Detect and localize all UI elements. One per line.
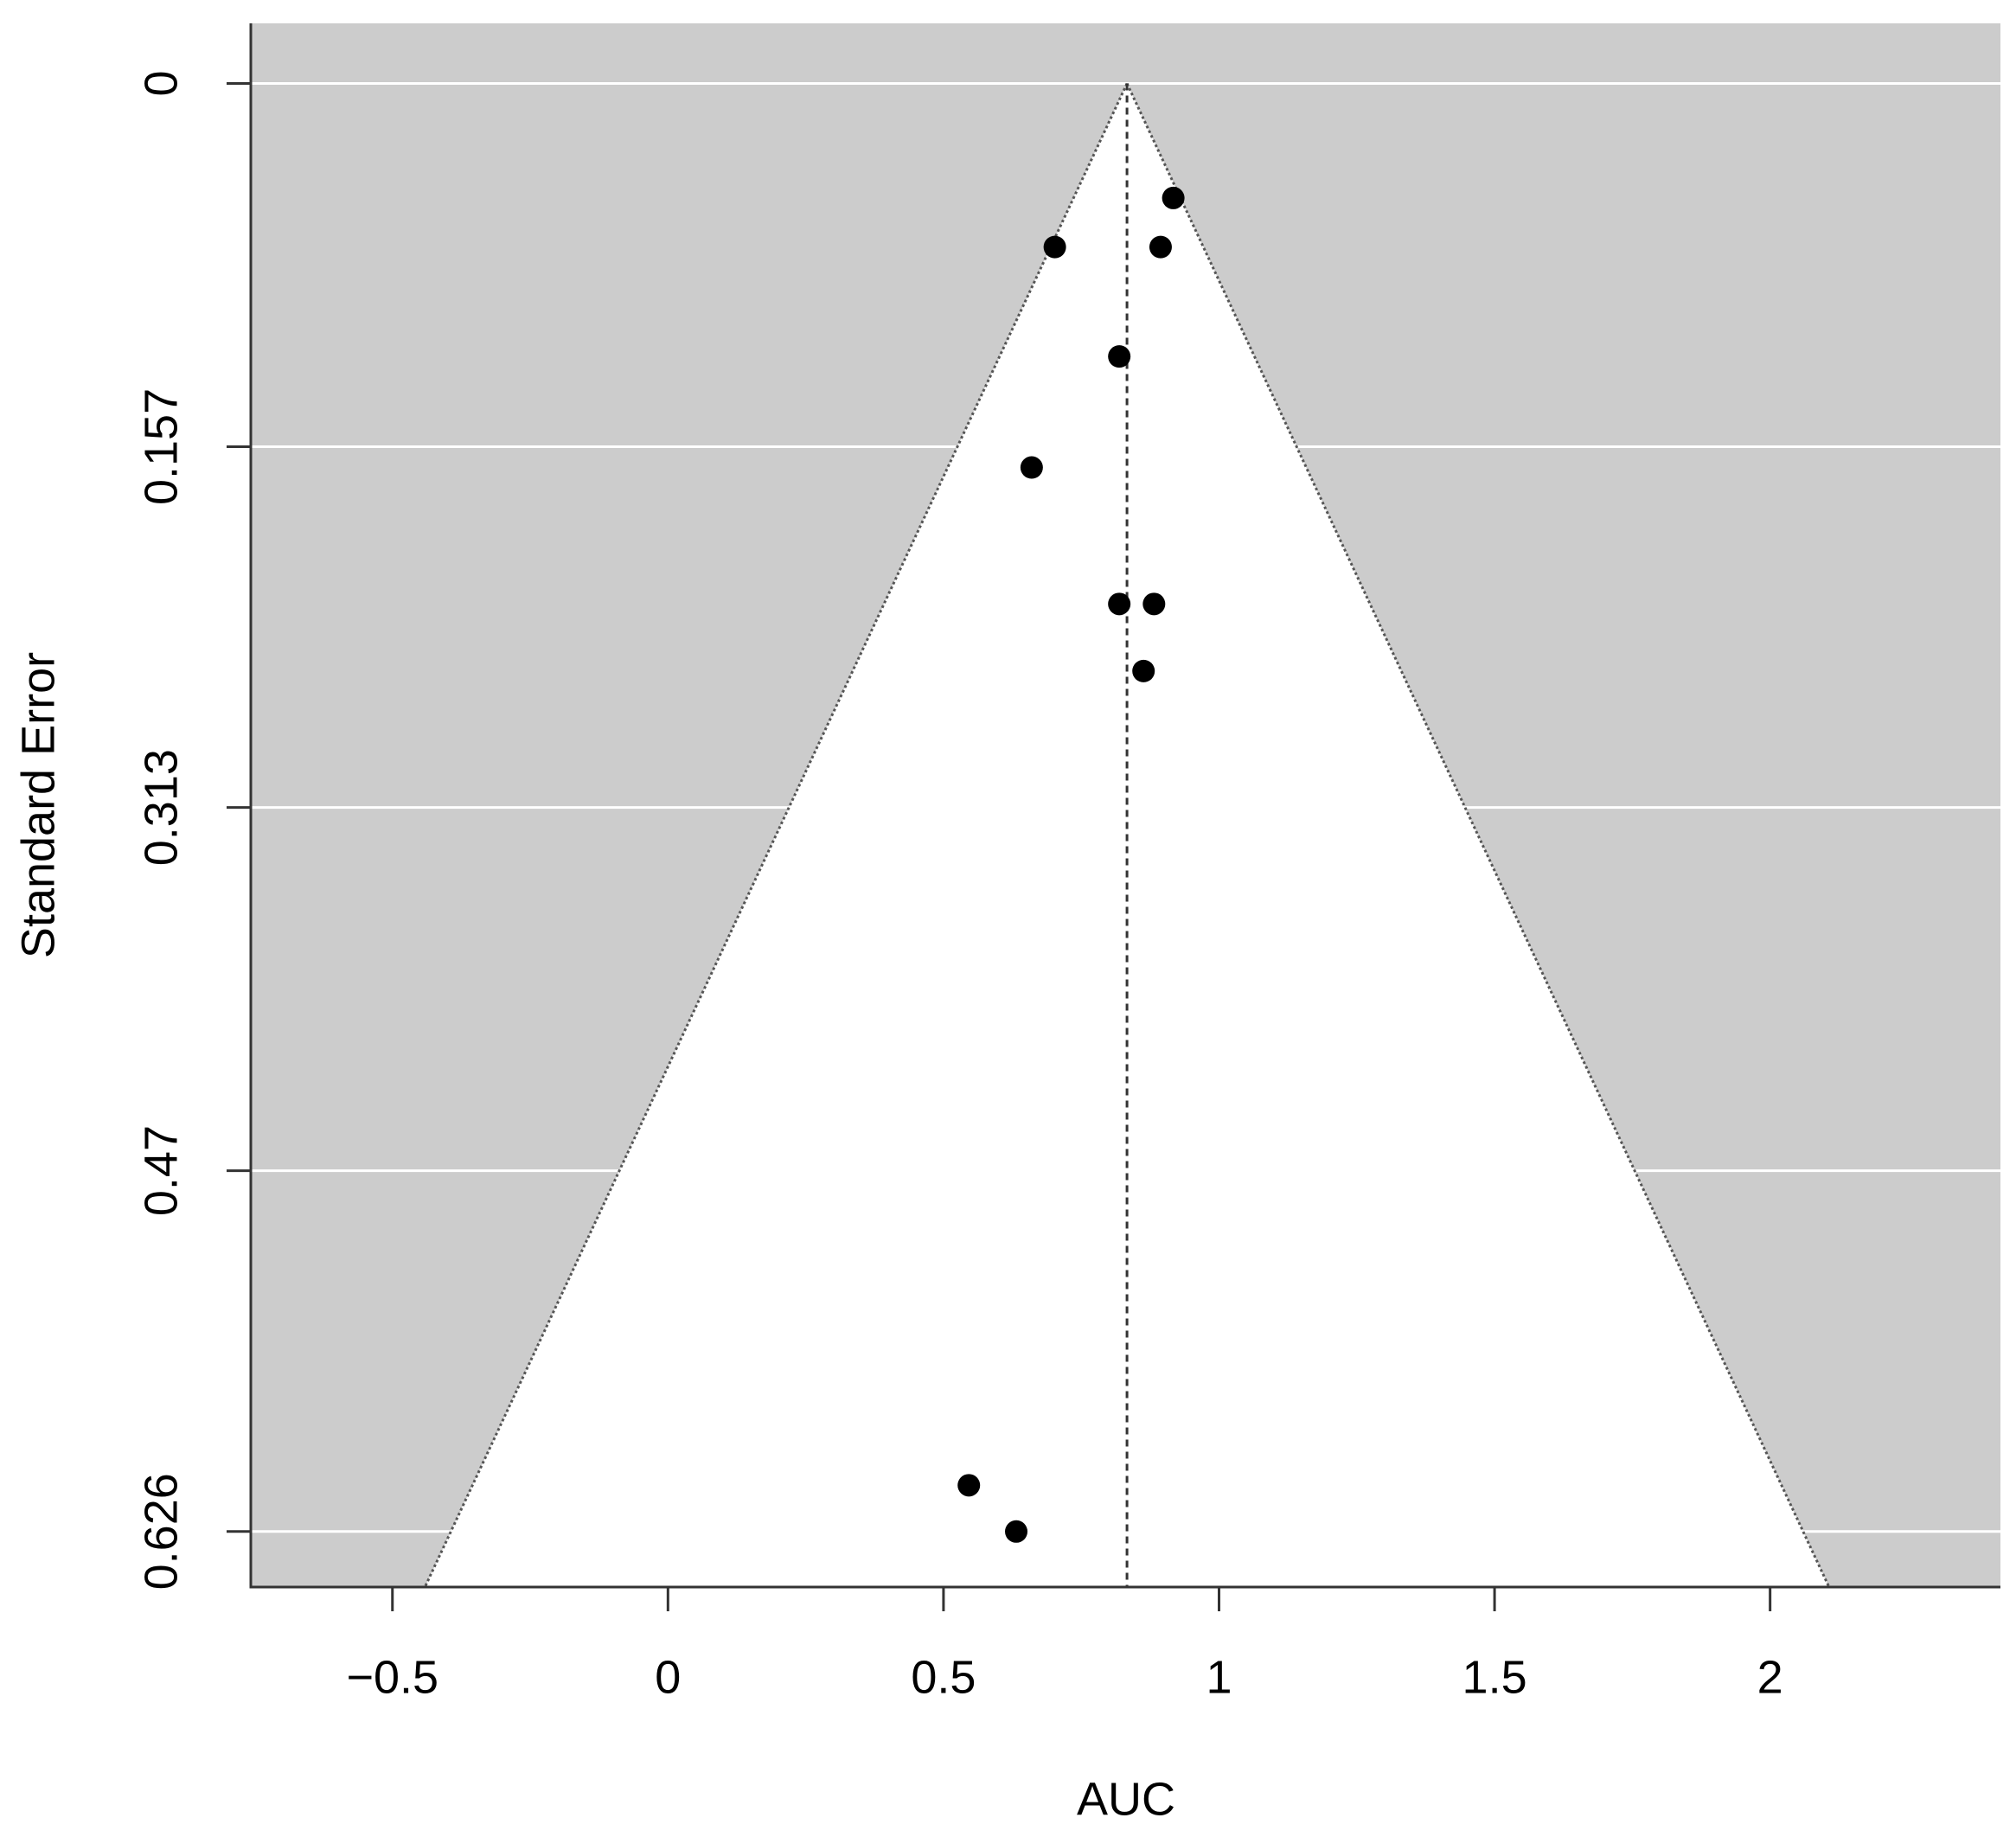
- study-point: [1132, 659, 1155, 682]
- study-point: [1108, 592, 1131, 616]
- funnel-bound: [423, 82, 1129, 1588]
- y-axis-label: Standard Error: [12, 652, 64, 958]
- study-point: [1108, 345, 1131, 368]
- study-point: [1020, 456, 1043, 479]
- y-tick-label: 0.626: [135, 1473, 187, 1590]
- x-axis-label: AUC: [1077, 1773, 1175, 1825]
- y-tick-label: 0.313: [135, 749, 187, 866]
- plot-frame: [249, 23, 2000, 1589]
- study-point: [1162, 186, 1185, 209]
- x-tick-label: 0.5: [911, 1651, 976, 1703]
- study-point: [1043, 235, 1066, 259]
- x-tick-label: 2: [1757, 1651, 1783, 1703]
- study-point: [1149, 235, 1172, 259]
- study-point: [1005, 1520, 1028, 1543]
- funnel-bound: [1125, 82, 1831, 1588]
- x-tick-label: −0.5: [346, 1651, 438, 1703]
- x-tick-label: 0: [655, 1651, 681, 1703]
- study-point: [1142, 592, 1166, 616]
- x-tick-label: 1: [1206, 1651, 1232, 1703]
- y-tick-label: 0.47: [135, 1125, 187, 1216]
- y-tick-label: 0.157: [135, 388, 187, 505]
- y-tick-label: 0: [135, 71, 187, 97]
- study-point: [957, 1474, 981, 1497]
- x-tick-label: 1.5: [1462, 1651, 1527, 1703]
